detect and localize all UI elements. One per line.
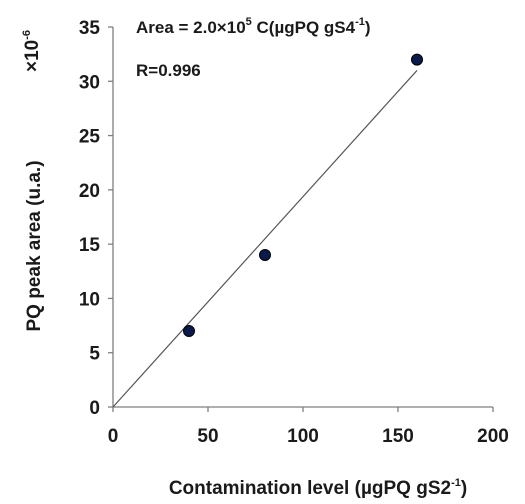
x-tick-labels: 0 50 100 150 200	[108, 426, 509, 447]
x-tick-label: 0	[108, 426, 119, 447]
data-point	[183, 325, 195, 337]
y-tick-label: 0	[89, 398, 100, 419]
axes	[108, 26, 494, 412]
y-tick-labels: 0 5 10 15 20 25 30 35	[79, 18, 101, 419]
y-tick-label: 30	[79, 72, 100, 93]
y-tick-label: 10	[79, 289, 100, 310]
fit-line	[112, 70, 418, 408]
x-tick-label: 50	[197, 426, 218, 447]
y-multiplier-label: ×10-6	[21, 30, 43, 72]
data-point	[259, 249, 271, 261]
equation-annotation: Area = 2.0×105 C(µgPQ gS4-1)	[136, 16, 371, 37]
x-tick-label: 200	[477, 426, 509, 447]
y-tick-label: 15	[79, 235, 101, 256]
x-tick-label: 150	[382, 426, 414, 447]
x-tick-label: 100	[287, 426, 319, 447]
y-tick-label: 20	[79, 181, 100, 202]
data-point	[411, 53, 423, 66]
r-value-annotation: R=0.996	[136, 61, 201, 80]
x-axis-title: Contamination level (µgPQ gS2-1)	[169, 477, 467, 499]
data-points	[183, 53, 423, 337]
y-tick-label: 25	[79, 127, 101, 148]
fit-line-group	[112, 70, 418, 408]
y-tick-label: 5	[89, 344, 100, 365]
y-axis-title: PQ peak area (u.a.)	[24, 160, 45, 331]
y-tick-label: 35	[79, 18, 101, 39]
